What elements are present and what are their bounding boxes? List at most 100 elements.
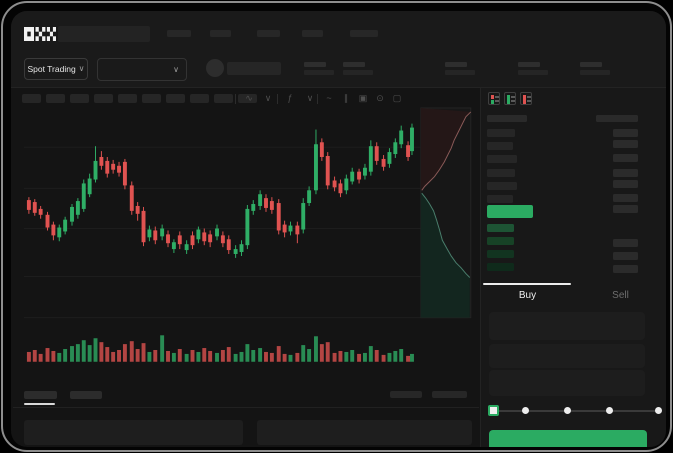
stat-value-placeholder	[304, 70, 334, 75]
last-price-badge[interactable]	[487, 205, 533, 218]
nav-item-placeholder[interactable]	[257, 30, 280, 37]
book-both-icon[interactable]	[488, 92, 500, 105]
tab-buy-label: Buy	[518, 289, 537, 301]
book-bids-icon[interactable]	[504, 92, 516, 105]
bid-amount-placeholder	[613, 252, 638, 260]
bid-price-placeholder	[487, 250, 514, 258]
orders-panel-placeholder[interactable]	[24, 420, 243, 445]
ask-price-placeholder	[487, 182, 517, 190]
settings-icon[interactable]: ⊙	[376, 93, 384, 103]
chevron-down-icon[interactable]: ∨	[306, 93, 314, 103]
app-screen: Spot Trading ∨ ∨ ∿ ∨ ƒ ∨ ~ ∥ ▣ ⊙ ▢ Buy	[11, 11, 666, 447]
slider-stop-dot[interactable]	[654, 407, 662, 414]
toolbar-separator	[277, 94, 278, 104]
stat-label-placeholder	[445, 62, 467, 67]
bid-price-placeholder	[487, 237, 514, 245]
nav-item-placeholder[interactable]	[210, 30, 231, 37]
bid-price-placeholder	[487, 263, 514, 271]
slider-stop-dot[interactable]	[605, 407, 613, 414]
stat-label-placeholder	[304, 62, 326, 67]
ob-col-header-amount	[596, 115, 638, 122]
stat-value-placeholder	[518, 70, 548, 75]
ask-price-placeholder	[487, 155, 517, 163]
ob-amount-placeholder	[613, 205, 638, 213]
orderbook-panel: Buy Sell	[480, 88, 666, 447]
ask-price-placeholder	[487, 129, 515, 137]
drawing-tool-placeholder[interactable]	[214, 94, 233, 103]
nav-item-placeholder[interactable]	[167, 30, 191, 37]
stat-value-placeholder	[580, 70, 610, 75]
bottom-action-placeholder[interactable]	[390, 391, 422, 398]
pair-dropdown[interactable]: ∨	[97, 58, 187, 81]
chevron-down-icon: ∨	[78, 64, 85, 73]
nav-item-placeholder[interactable]	[302, 30, 323, 37]
drawing-tool-placeholder[interactable]	[166, 94, 185, 103]
drawing-tool-placeholder[interactable]	[190, 94, 209, 103]
drawing-tool-placeholder[interactable]	[238, 94, 257, 103]
amount-field[interactable]	[489, 344, 645, 368]
bottom-tab-placeholder[interactable]	[70, 391, 102, 399]
stat-value-placeholder	[343, 70, 373, 75]
chevron-down-icon: ∨	[173, 65, 179, 74]
indicators-icon[interactable]: ƒ	[287, 93, 293, 103]
bid-price-placeholder	[487, 224, 514, 232]
bottom-action-placeholder[interactable]	[432, 391, 467, 398]
ob-col-header-price	[487, 115, 527, 122]
stat-label-placeholder	[580, 62, 602, 67]
drawing-tool-placeholder[interactable]	[22, 94, 41, 103]
drawing-tool-placeholder[interactable]	[70, 94, 89, 103]
pair-name-placeholder	[227, 62, 281, 75]
snapshot-icon[interactable]: ▣	[358, 93, 368, 103]
toolbar-separator	[317, 94, 318, 104]
history-panel-placeholder[interactable]	[257, 420, 472, 445]
drawing-tool-placeholder[interactable]	[46, 94, 65, 103]
logo-placeholder	[58, 26, 150, 42]
price-field[interactable]	[489, 312, 645, 340]
slider-stop-dot[interactable]	[521, 407, 529, 414]
ask-price-placeholder	[487, 142, 513, 150]
line-tool-icon[interactable]: ~	[326, 93, 332, 103]
divider	[13, 407, 479, 408]
ob-amount-placeholder	[613, 180, 638, 188]
ob-amount-placeholder	[613, 129, 638, 137]
active-tab-indicator	[483, 283, 571, 285]
bid-amount-placeholder	[613, 239, 638, 247]
tab-sell[interactable]: Sell	[574, 283, 666, 307]
trade-tabs: Buy Sell	[481, 283, 666, 307]
slider-track[interactable]	[495, 410, 658, 412]
header	[11, 11, 666, 88]
ob-amount-placeholder	[613, 140, 638, 148]
bid-amount-placeholder	[613, 265, 638, 273]
tab-sell-label: Sell	[612, 289, 629, 301]
stat-label-placeholder	[518, 62, 540, 67]
toolbar-separator	[235, 94, 236, 104]
ob-amount-placeholder	[613, 154, 638, 162]
market-selector-button[interactable]: Spot Trading ∨	[24, 58, 88, 80]
drawing-tool-placeholder[interactable]	[94, 94, 113, 103]
stat-value-placeholder	[445, 70, 475, 75]
ask-price-placeholder	[487, 195, 513, 203]
active-tab-underline	[24, 403, 55, 405]
drawing-tool-placeholder[interactable]	[118, 94, 137, 103]
okx-logo[interactable]	[24, 27, 56, 41]
compare-icon[interactable]: ∥	[343, 93, 349, 103]
stat-label-placeholder	[343, 62, 365, 67]
book-asks-icon[interactable]	[520, 92, 532, 105]
market-selector-label: Spot Trading	[27, 64, 76, 74]
total-field[interactable]	[489, 370, 645, 396]
pair-avatar	[206, 59, 224, 77]
buy-submit-button[interactable]	[489, 430, 647, 447]
drawing-tool-placeholder[interactable]	[142, 94, 161, 103]
fullscreen-icon[interactable]: ▢	[392, 93, 402, 103]
bottom-tab-active-placeholder[interactable]	[24, 391, 57, 399]
nav-item-placeholder[interactable]	[350, 30, 378, 37]
slider-handle[interactable]	[488, 405, 499, 416]
ask-price-placeholder	[487, 169, 515, 177]
chevron-down-icon[interactable]: ∨	[264, 93, 272, 103]
chart-type-icon[interactable]: ∿	[245, 93, 253, 103]
tab-buy[interactable]: Buy	[481, 283, 574, 307]
slider-stop-dot[interactable]	[563, 407, 571, 414]
ob-amount-placeholder	[613, 194, 638, 202]
ob-amount-placeholder	[613, 169, 638, 177]
